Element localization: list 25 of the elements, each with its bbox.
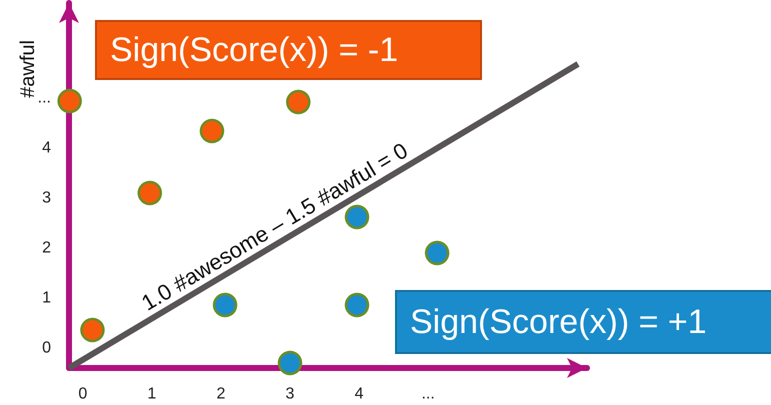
point: [286, 90, 311, 114]
point: [344, 204, 370, 230]
y-tick-label: 3: [42, 190, 52, 206]
point: [57, 88, 82, 114]
x-tick-label: 4: [354, 386, 364, 402]
point: [278, 350, 302, 376]
x-tick-label: ...: [421, 386, 435, 402]
y-tick-label: 0: [42, 340, 52, 356]
x-tick-label: 2: [216, 386, 226, 402]
annotation: Sign(Score(x)) = +1: [410, 303, 707, 341]
point: [344, 292, 370, 318]
y-tick-label: ...: [38, 90, 51, 106]
x-tick-label: 0: [78, 386, 88, 402]
x-tick-label: 3: [286, 386, 295, 402]
y-tick-label: 1: [42, 290, 52, 306]
x-tick-label: 1: [147, 386, 156, 402]
annotation: Sign(Score(x)) = -1: [110, 31, 398, 69]
y-tick-label: 4: [42, 140, 52, 156]
y-axis-title: #awful: [17, 40, 39, 98]
point: [200, 118, 224, 144]
y-tick-label: 2: [42, 240, 52, 256]
point: [424, 240, 450, 266]
point: [138, 180, 162, 206]
point: [80, 318, 105, 342]
point: [212, 292, 238, 318]
